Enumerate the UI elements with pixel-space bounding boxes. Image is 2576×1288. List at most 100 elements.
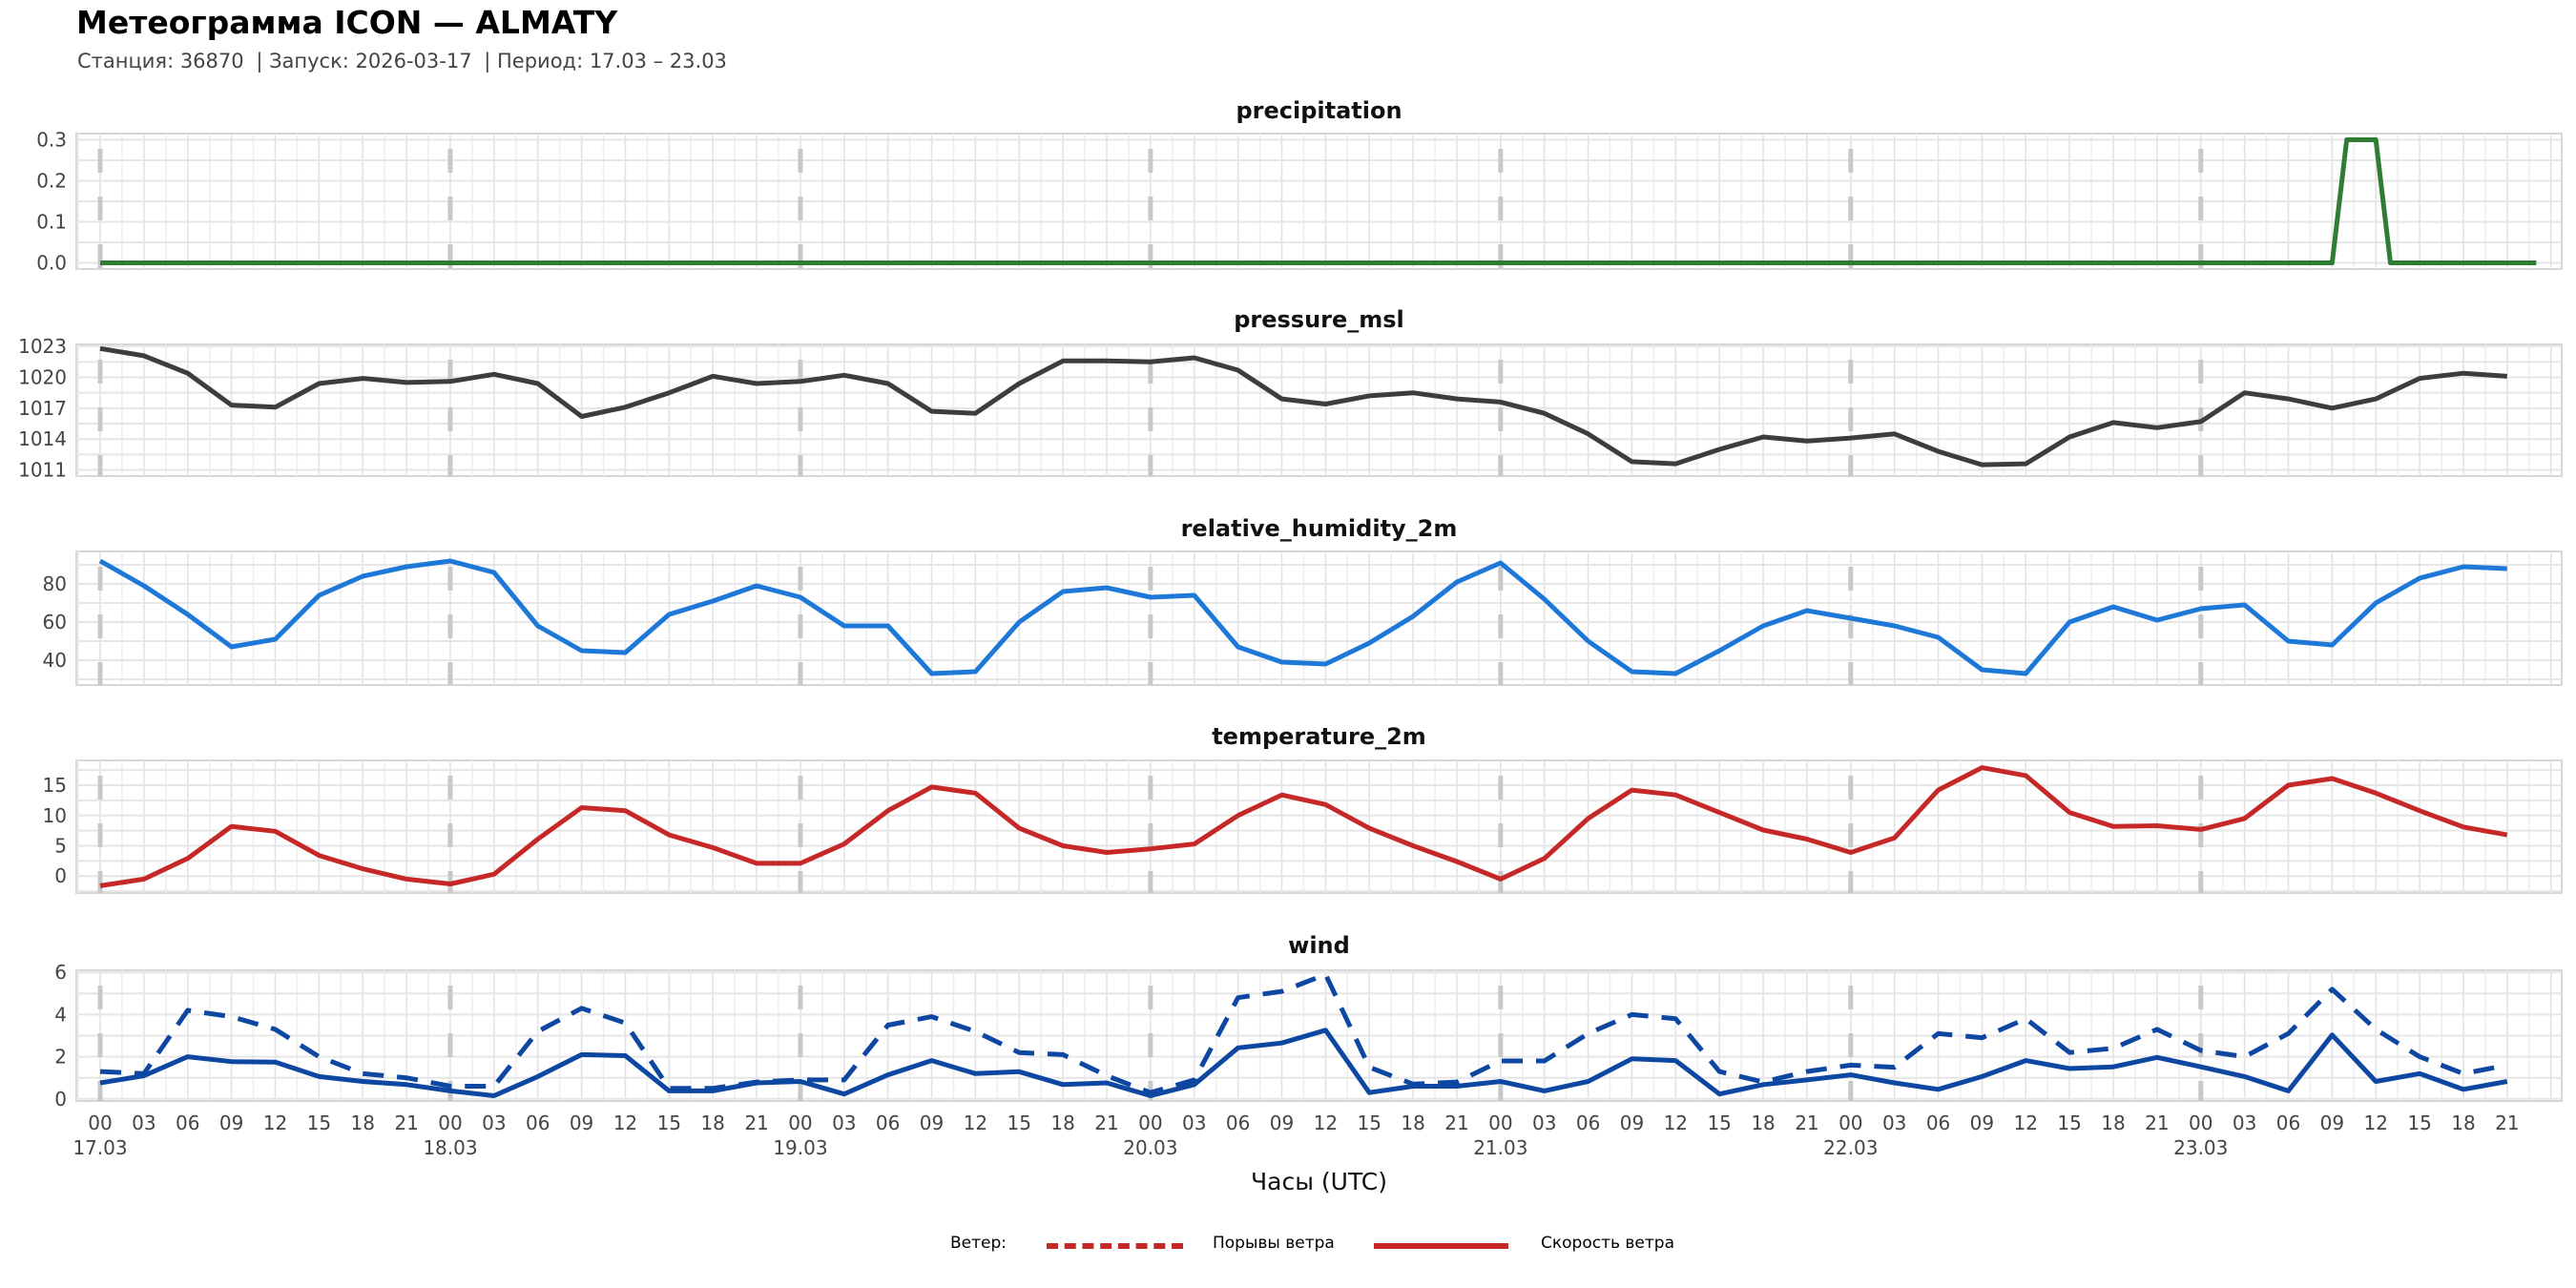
x-date-label: 21.03 xyxy=(1473,1136,1527,1159)
x-tick-label: 12 xyxy=(1314,1111,1338,1134)
x-tick-label: 09 xyxy=(570,1111,593,1134)
x-date-label: 19.03 xyxy=(773,1136,827,1159)
y-tick-label: 2 xyxy=(54,1046,67,1069)
x-tick-label: 18 xyxy=(1050,1111,1074,1134)
precipitation-line xyxy=(100,137,2537,265)
x-tick-label: 00 xyxy=(1138,1111,1162,1134)
y-tick-label: 1020 xyxy=(18,366,67,389)
legend-gusts-label: Порывы ветра xyxy=(1213,1234,1335,1253)
panel-wind: 0 2 4 6 wind xyxy=(54,932,2563,1111)
x-tick-label: 15 xyxy=(1707,1111,1731,1134)
y-tick-label: 4 xyxy=(54,1003,67,1026)
x-tick-label: 03 xyxy=(1182,1111,1206,1134)
x-tick-label: 06 xyxy=(176,1111,199,1134)
legend-gusts-swatch xyxy=(1047,1243,1183,1249)
x-tick-label: 15 xyxy=(2407,1111,2431,1134)
x-tick-label: 15 xyxy=(2057,1111,2081,1134)
x-tick-label: 06 xyxy=(876,1111,900,1134)
y-tick-label: 5 xyxy=(54,834,67,857)
x-tick-label: 06 xyxy=(1576,1111,1600,1134)
x-tick-label: 21 xyxy=(744,1111,768,1134)
y-tick-label: 40 xyxy=(43,649,67,672)
station-label: Станция: 36870 xyxy=(77,50,244,73)
x-tick-label: 21 xyxy=(1444,1111,1468,1134)
y-tick-label: 0 xyxy=(54,1088,67,1111)
x-tick-label: 15 xyxy=(307,1111,331,1134)
x-tick-label: 03 xyxy=(1882,1111,1906,1134)
x-tick-label: 21 xyxy=(2495,1111,2519,1134)
x-tick-label: 18 xyxy=(2101,1111,2125,1134)
x-tick-label: 12 xyxy=(1664,1111,1688,1134)
legend: Ветер: Порывы ветра Скорость ветра xyxy=(0,1231,2576,1259)
x-tick-label: 09 xyxy=(1270,1111,1294,1134)
x-date-label: 17.03 xyxy=(73,1136,127,1159)
y-tick-label: 1017 xyxy=(18,397,67,420)
x-tick-label: 12 xyxy=(2364,1111,2388,1134)
x-tick-label: 15 xyxy=(1358,1111,1381,1134)
y-tick-label: 1014 xyxy=(18,427,67,450)
wind-speed-line xyxy=(99,1028,2508,1098)
chart-subtitle: Станция: 36870 | Запуск: 2026-03-17 | Пе… xyxy=(77,50,733,73)
x-tick-label: 15 xyxy=(1008,1111,1031,1134)
panel-temperature-2m: 0 5 10 15 temperature_2m xyxy=(43,723,2563,894)
y-tick-label: 10 xyxy=(43,804,67,827)
x-tick-label: 00 xyxy=(1488,1111,1512,1134)
y-tick-label: 0 xyxy=(54,864,67,887)
panel-pressure-msl: 1011 1014 1017 1020 1023 pressure_msl xyxy=(18,306,2563,482)
chart-title: Метеограмма ICON — ALMATY xyxy=(76,4,618,41)
panel-title: relative_humidity_2m xyxy=(1181,515,1458,542)
x-tick-label: 00 xyxy=(88,1111,112,1134)
x-date-label: 18.03 xyxy=(423,1136,477,1159)
x-tick-label: 21 xyxy=(2145,1111,2169,1134)
x-tick-label: 15 xyxy=(657,1111,681,1134)
x-tick-label: 21 xyxy=(1795,1111,1818,1134)
temperature-2m-line xyxy=(99,765,2508,888)
pressure-msl-line xyxy=(99,345,2507,467)
x-tick-label: 21 xyxy=(1094,1111,1118,1134)
x-tick-label: 18 xyxy=(350,1111,374,1134)
x-tick-label: 06 xyxy=(1926,1111,1950,1134)
x-tick-label: 21 xyxy=(394,1111,418,1134)
panel-title: wind xyxy=(1288,932,1350,959)
wind-gusts-line xyxy=(99,971,2508,1095)
x-tick-label: 09 xyxy=(920,1111,944,1134)
legend-speed-label: Скорость ветра xyxy=(1541,1234,1674,1253)
x-tick-label: 09 xyxy=(1970,1111,1994,1134)
x-tick-label: 09 xyxy=(219,1111,243,1134)
x-tick-label: 03 xyxy=(132,1111,156,1134)
x-tick-label: 03 xyxy=(1532,1111,1556,1134)
x-tick-label: 18 xyxy=(1751,1111,1775,1134)
y-tick-label: 0.2 xyxy=(36,169,67,192)
x-date-label: 20.03 xyxy=(1123,1136,1177,1159)
x-date-label: 23.03 xyxy=(2173,1136,2228,1159)
y-tick-label: 6 xyxy=(54,961,67,984)
legend-speed-swatch xyxy=(1374,1243,1508,1249)
x-tick-label: 03 xyxy=(2233,1111,2256,1134)
y-tick-label: 1011 xyxy=(18,459,67,482)
x-tick-label: 12 xyxy=(964,1111,987,1134)
x-tick-label: 00 xyxy=(1839,1111,1862,1134)
x-tick-label: 00 xyxy=(788,1111,812,1134)
period-label: | Период: 17.03 – 23.03 xyxy=(484,50,727,73)
legend-title: Ветер: xyxy=(950,1234,1008,1253)
y-tick-label: 0.0 xyxy=(36,252,67,275)
y-tick-label: 0.3 xyxy=(36,128,67,151)
panel-relative-humidity-2m: 40 60 80 relative_humidity_2m xyxy=(43,515,2563,686)
x-tick-label: 03 xyxy=(482,1111,506,1134)
x-tick-label: 00 xyxy=(438,1111,462,1134)
x-axis-label: Часы (UTC) xyxy=(1251,1168,1387,1195)
panel-precipitation: 0.0 0.1 0.2 0.3 precipitation xyxy=(36,97,2563,275)
panel-title: pressure_msl xyxy=(1234,306,1404,333)
x-tick-label: 18 xyxy=(2451,1111,2475,1134)
x-tick-label: 06 xyxy=(526,1111,550,1134)
x-tick-label: 00 xyxy=(2189,1111,2212,1134)
x-tick-label: 09 xyxy=(2320,1111,2344,1134)
x-date-label: 22.03 xyxy=(1823,1136,1878,1159)
x-tick-label: 18 xyxy=(1401,1111,1424,1134)
x-tick-label: 06 xyxy=(2276,1111,2300,1134)
relative-humidity-2m-line xyxy=(98,558,2507,676)
x-tick-label: 03 xyxy=(832,1111,856,1134)
run-label: | Запуск: 2026-03-17 xyxy=(256,50,472,73)
panel-title: temperature_2m xyxy=(1212,723,1426,750)
